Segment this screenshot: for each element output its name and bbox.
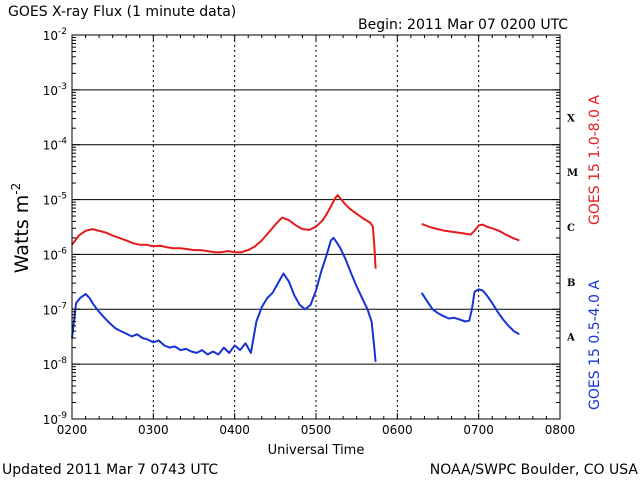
- y-tick-label: 10-8: [43, 356, 68, 372]
- updated-time: Updated 2011 Mar 7 0743 UTC: [2, 462, 218, 478]
- x-tick-label: 0200: [57, 423, 88, 437]
- flare-class-label: C: [567, 223, 575, 234]
- svg-text:Watts m-2: Watts m-2: [9, 183, 33, 274]
- x-tick-label: 0700: [463, 423, 494, 437]
- series-line-short-channel: [71, 236, 377, 362]
- legend-short-channel: GOES 15 0.5-4.0 A: [587, 280, 603, 410]
- y-tick-label: 10-6: [43, 246, 68, 262]
- begin-time: Begin: 2011 Mar 07 0200 UTC: [358, 17, 568, 33]
- x-tick-label: 0400: [219, 423, 250, 437]
- y-tick-label: 10-4: [43, 137, 68, 153]
- series-line-long-channel: [421, 222, 520, 242]
- credit-text: NOAA/SWPC Boulder, CO USA: [430, 462, 639, 478]
- y-axis-title: Watts m-2: [9, 183, 33, 274]
- axis-ticks: [71, 34, 561, 420]
- series-layer: [71, 194, 520, 362]
- legend-long-channel: GOES 15 1.0-8.0 A: [587, 95, 603, 225]
- x-tick-label: 0600: [382, 423, 413, 437]
- series-line-short-channel: [420, 288, 520, 336]
- x-tick-label: 0800: [545, 423, 576, 437]
- y-tick-label: 10-5: [43, 192, 67, 208]
- y-axis-title-text: Watts m: [11, 195, 33, 274]
- flare-class-labels: A B C M X: [566, 113, 578, 343]
- chart-title: GOES X-ray Flux (1 minute data): [8, 4, 236, 20]
- flare-class-label: X: [567, 113, 575, 124]
- x-axis-title: Universal Time: [268, 443, 365, 458]
- y-tick-label: 10-2: [43, 27, 67, 43]
- y-tick-labels: 10-9 10-8 10-7 10-6 10-5 10-4 10-3 10-2: [43, 27, 68, 427]
- x-tick-label: 0300: [138, 423, 169, 437]
- y-axis-title-exponent: -2: [9, 183, 23, 195]
- x-tick-labels: 0200 0300 0400 0500 0600 0700 0800: [57, 423, 576, 437]
- series-line-long-channel: [71, 194, 377, 269]
- y-tick-label: 10-9: [43, 411, 68, 427]
- flare-class-label: M: [567, 168, 578, 179]
- flare-class-label: A: [566, 333, 575, 344]
- y-tick-label: 10-3: [43, 82, 67, 98]
- y-tick-label: 10-7: [43, 301, 67, 317]
- x-tick-label: 0500: [301, 423, 332, 437]
- flare-class-label: B: [567, 278, 575, 289]
